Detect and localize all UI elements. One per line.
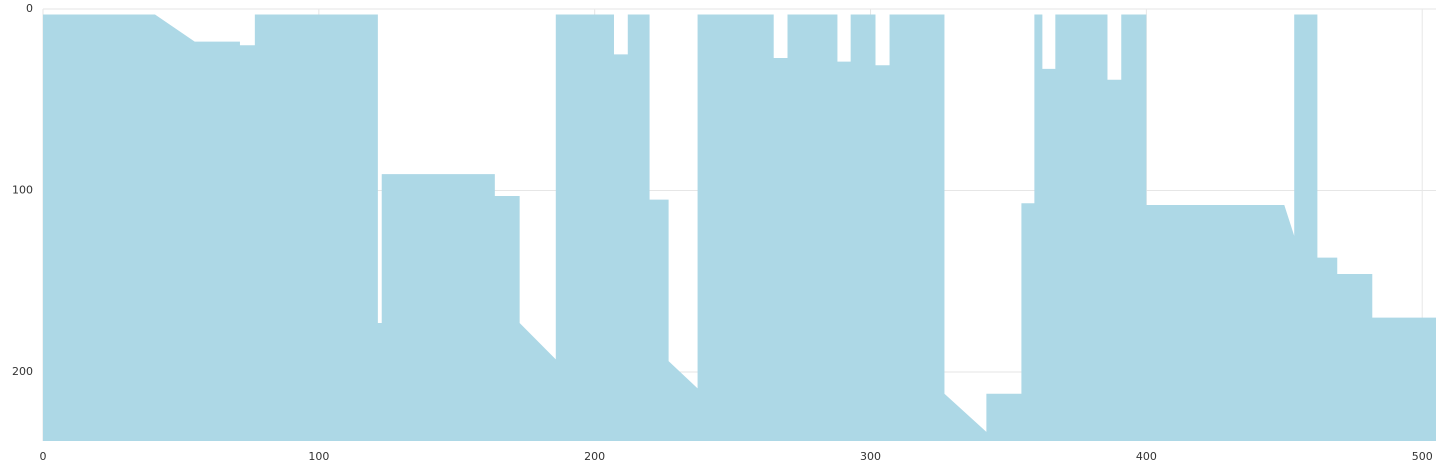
y-tick-label: 100: [12, 184, 33, 197]
y-tick-label: 0: [26, 2, 33, 15]
area: [43, 14, 1436, 442]
x-tick-label: 400: [1136, 450, 1157, 463]
x-tick-label: 300: [860, 450, 881, 463]
x-tick-label: 100: [308, 450, 329, 463]
x-tick-label: 200: [584, 450, 605, 463]
y-tick-label: 200: [12, 365, 33, 378]
x-tick-label: 0: [40, 450, 47, 463]
x-tick-label: 500: [1412, 450, 1433, 463]
